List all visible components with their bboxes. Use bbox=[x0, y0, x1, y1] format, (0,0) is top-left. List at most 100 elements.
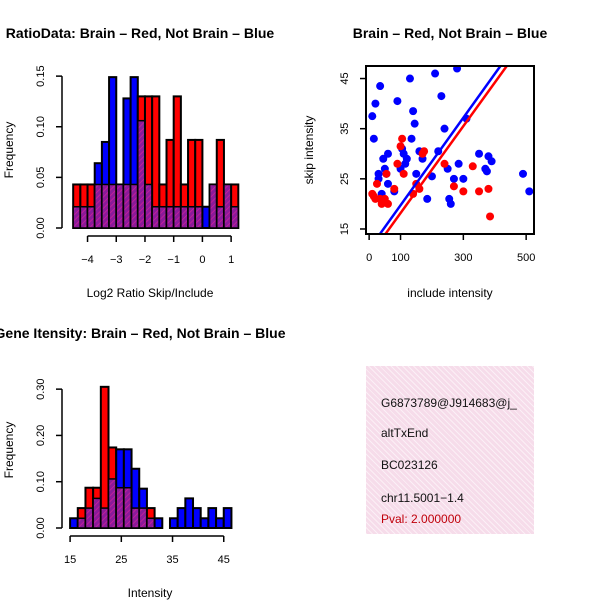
scatter-xtick-label-0: 0 bbox=[366, 252, 372, 264]
intensity-histogram-ylabel: Frequency bbox=[2, 422, 16, 479]
intensity-histogram-title: Gene Itensity: Brain – Red, Not Brain – … bbox=[0, 325, 286, 341]
brain-point-7 bbox=[382, 169, 391, 178]
ratio-overlap-hatch-15 bbox=[181, 207, 188, 227]
intensity-bar-11 bbox=[153, 517, 164, 530]
ratio-xtick-label-1: −3 bbox=[110, 254, 123, 266]
ratio-overlap-hatch-14 bbox=[174, 207, 180, 227]
intensity-xtick-label-1: 25 bbox=[115, 554, 127, 566]
intensity-ytick-label-3: 0.30 bbox=[35, 378, 47, 399]
not-brain-point-1 bbox=[369, 134, 378, 143]
brain-point-13 bbox=[399, 169, 408, 178]
ratio-overlap-hatch-12 bbox=[160, 207, 166, 227]
ratio-overlap-hatch-5 bbox=[110, 185, 116, 227]
brain-point-20 bbox=[449, 182, 458, 191]
not-brain-point-32 bbox=[453, 66, 462, 73]
not-brain-point-11 bbox=[393, 97, 402, 106]
scatter-ytick-label-0: 15 bbox=[339, 223, 351, 235]
ratio-overlap-hatch-11 bbox=[153, 207, 159, 227]
not-brain-point-38 bbox=[482, 167, 491, 176]
genomic-location: chr11.5001−1.4 bbox=[381, 491, 464, 505]
ratio-xtick-label-0: −4 bbox=[81, 254, 94, 266]
intensity-bar-13 bbox=[168, 517, 179, 530]
brain-point-18 bbox=[420, 147, 429, 156]
scatter-title: Brain – Red, Not Brain – Blue bbox=[353, 25, 548, 41]
not-brain-point-9 bbox=[383, 179, 392, 188]
not-brain-fit-line bbox=[378, 66, 502, 234]
intensity-ytick-label-0: 0.00 bbox=[35, 517, 47, 538]
not-brain-point-43 bbox=[374, 169, 383, 178]
intensity-xtick-label-0: 15 bbox=[64, 554, 76, 566]
ratio-histogram-ylabel: Frequency bbox=[2, 122, 16, 179]
ratio-ytick-label-1: 0.05 bbox=[35, 167, 47, 188]
ratio-overlap-hatch-20 bbox=[217, 207, 223, 227]
not-brain-point-36 bbox=[475, 149, 484, 158]
ratio-xtick-label-2: −2 bbox=[139, 254, 152, 266]
not-brain-point-33 bbox=[454, 159, 463, 168]
not-brain-point-44 bbox=[383, 149, 392, 158]
event-info-panel: G6873789@J914683@j_ altTxEnd BC023126 ch… bbox=[366, 366, 534, 534]
ratio-overlap-hatch-21 bbox=[224, 185, 231, 227]
ratio-ytick-label-0: 0.00 bbox=[35, 217, 47, 238]
intensity-scatter: Brain – Red, Not Brain – Blue include in… bbox=[302, 25, 548, 300]
ratio-overlap-hatch-17 bbox=[196, 207, 202, 227]
intensity-ytick-label-1: 0.10 bbox=[35, 471, 47, 492]
not-brain-point-2 bbox=[371, 99, 380, 108]
ratio-overlap-hatch-10 bbox=[145, 185, 152, 227]
not-brain-point-15 bbox=[402, 154, 411, 163]
brain-point-25 bbox=[486, 212, 495, 221]
not-brain-point-24 bbox=[431, 69, 440, 78]
not-brain-point-26 bbox=[437, 92, 446, 101]
intensity-bar-20 bbox=[222, 507, 233, 529]
intensity-overlap-hatch-4 bbox=[101, 509, 108, 527]
scatter-plot-area bbox=[368, 66, 534, 234]
ratio-overlap-hatch-4 bbox=[102, 185, 109, 227]
not-brain-point-30 bbox=[446, 199, 455, 208]
brain-point-22 bbox=[468, 162, 477, 171]
not-brain-point-42 bbox=[525, 187, 534, 196]
intensity-overlap-hatch-1 bbox=[78, 519, 85, 527]
ratio-overlap-hatch-3 bbox=[95, 185, 101, 227]
not-brain-point-41 bbox=[519, 169, 528, 178]
brain-point-19 bbox=[440, 159, 449, 168]
not-brain-point-18 bbox=[410, 119, 419, 128]
ratio-overlap-hatch-0 bbox=[74, 207, 80, 227]
intensity-bar-18 bbox=[207, 507, 218, 529]
intensity-xtick-label-3: 45 bbox=[218, 554, 230, 566]
not-brain-point-22 bbox=[423, 194, 432, 203]
intensity-overlap-hatch-3 bbox=[94, 499, 100, 527]
not-brain-point-3 bbox=[376, 82, 385, 91]
intensity-overlap-hatch-10 bbox=[147, 519, 154, 527]
intensity-overlap-hatch-2 bbox=[86, 509, 93, 527]
intensity-bar-14 bbox=[176, 507, 187, 529]
scatter-ylabel: skip intensity bbox=[302, 116, 316, 185]
not-brain-point-0 bbox=[368, 112, 377, 121]
ratio-overlap-hatch-16 bbox=[189, 207, 195, 227]
ratio-histogram: RatioData: Brain – Red, Not Brain – Blue… bbox=[2, 25, 274, 300]
intensity-histogram-xlabel: Intensity bbox=[128, 586, 173, 600]
scatter-frame bbox=[365, 65, 535, 235]
intensity-bar-15 bbox=[184, 497, 195, 529]
ratio-bar-18 bbox=[201, 205, 211, 230]
ratio-overlap-hatch-9 bbox=[138, 121, 144, 227]
intensity-bar-17 bbox=[199, 517, 210, 530]
intensity-bar-0 bbox=[69, 517, 79, 530]
intensity-overlap-hatch-7 bbox=[124, 488, 131, 527]
intensity-xtick-label-2: 35 bbox=[166, 554, 178, 566]
ratio-xtick-label-4: 0 bbox=[199, 254, 205, 266]
not-brain-point-16 bbox=[405, 74, 414, 83]
intensity-histogram: Gene Itensity: Brain – Red, Not Brain – … bbox=[0, 325, 286, 600]
brain-point-10 bbox=[393, 159, 402, 168]
brain-point-9 bbox=[390, 184, 399, 193]
brain-point-3 bbox=[372, 179, 381, 188]
intensity-bar-4 bbox=[99, 385, 110, 530]
intensity-bar-19 bbox=[215, 517, 225, 530]
intensity-ytick-label-2: 0.20 bbox=[35, 425, 47, 446]
ratio-histogram-xlabel: Log2 Ratio Skip/Include bbox=[87, 286, 214, 300]
brain-point-23 bbox=[475, 187, 484, 196]
event-id: G6873789@J914683@j_ bbox=[381, 396, 517, 410]
scatter-ytick-label-2: 35 bbox=[339, 123, 351, 135]
not-brain-point-27 bbox=[440, 124, 449, 133]
scatter-xtick-label-3: 500 bbox=[517, 252, 535, 264]
brain-point-21 bbox=[459, 187, 468, 196]
